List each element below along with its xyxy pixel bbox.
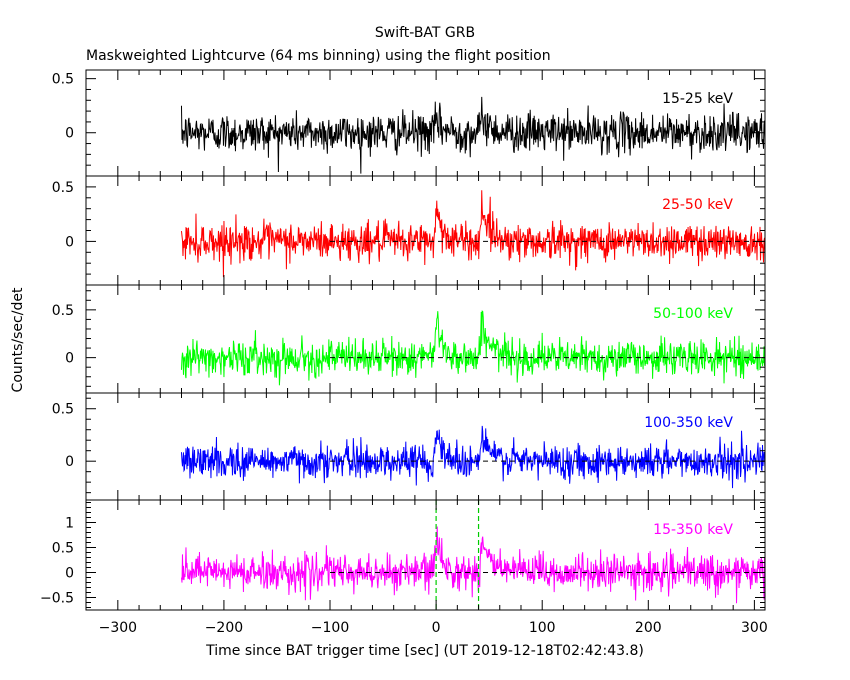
band-label-3: 100-350 keV <box>644 415 733 431</box>
x-tick-label: −300 <box>99 620 137 636</box>
panel-1: 0 0.5 25-50 keV <box>52 175 766 286</box>
y-tick-label: 0 <box>65 234 74 250</box>
y-tick-label: 0.5 <box>52 72 74 88</box>
y-tick-label: 0.5 <box>52 180 74 196</box>
x-tick-label: −200 <box>205 620 243 636</box>
panel-frame-3 <box>85 392 766 501</box>
panels-group: 0 0.5 15-25 keV 0 0.5 25-50 keV 0 0.5 50-100 keV… <box>40 69 766 611</box>
y-tick-label: 0 <box>65 566 74 582</box>
x-axis: −300 −200 −100 0 100 200 300 <box>99 620 768 636</box>
x-tick-label: 100 <box>529 620 556 636</box>
x-tick-label: 0 <box>432 620 441 636</box>
series-line-3 <box>180 425 765 489</box>
panel-3: 0 0.5 100-350 keV <box>52 392 766 501</box>
series-line-2 <box>180 310 765 386</box>
panel-4: −0.5 0 0.5 1 15-350 keV <box>40 499 766 611</box>
x-tick-label: 300 <box>741 620 768 636</box>
series-line-0 <box>180 96 765 174</box>
y-tick-label: −0.5 <box>40 591 74 607</box>
panel-0: 0 0.5 15-25 keV <box>52 69 766 177</box>
x-axis-label: Time since BAT trigger time [sec] (UT 20… <box>205 643 644 659</box>
y-tick-label: 1 <box>65 516 74 532</box>
x-tick-label: −100 <box>311 620 349 636</box>
series-line-1 <box>180 190 765 278</box>
y-tick-label: 0.5 <box>52 303 74 319</box>
y-tick-label: 0.5 <box>52 402 74 418</box>
panel-2: 0 0.5 50-100 keV <box>52 284 766 394</box>
y-tick-label: 0 <box>65 126 74 142</box>
y-axis-label: Counts/sec/det <box>10 287 26 392</box>
band-label-4: 15-350 keV <box>653 522 733 538</box>
y-tick-label: 0 <box>65 351 74 367</box>
band-label-2: 50-100 keV <box>653 306 733 322</box>
band-label-0: 15-25 keV <box>662 91 733 107</box>
panel-frame-2 <box>85 284 766 394</box>
chart-title: Swift-BAT GRB <box>375 25 475 41</box>
panel-frame-4 <box>85 499 766 611</box>
x-tick-label: 200 <box>635 620 662 636</box>
series-line-4 <box>180 526 765 604</box>
chart-subtitle: Maskweighted Lightcurve (64 ms binning) … <box>86 48 551 64</box>
y-tick-label: 0.5 <box>52 541 74 557</box>
y-tick-label: 0 <box>65 454 74 470</box>
band-label-1: 25-50 keV <box>662 197 733 213</box>
